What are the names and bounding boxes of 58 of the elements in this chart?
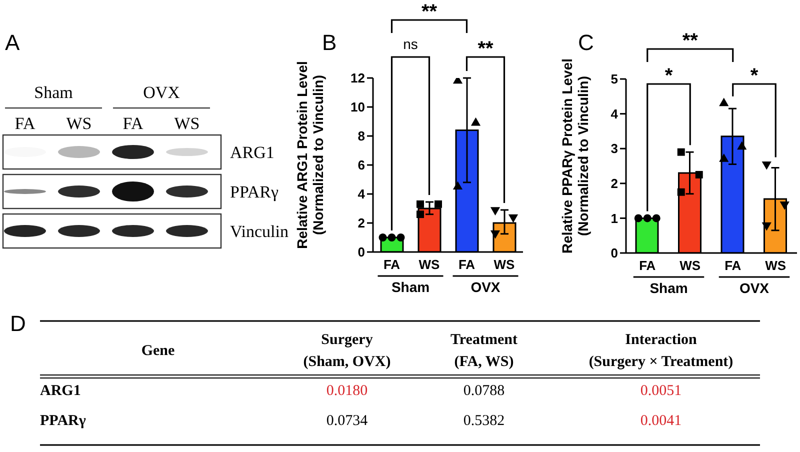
y-axis-title: Relative PPARγ Protein Level (Normalized to Vinculin) xyxy=(559,58,591,254)
y-tick-label: 2 xyxy=(358,216,365,231)
text: OVX xyxy=(143,83,180,102)
x-tick-label: WS xyxy=(680,258,701,274)
text: 0.0180 xyxy=(326,383,368,399)
category-label: WS xyxy=(66,114,92,133)
category-label: Vinculin xyxy=(230,222,288,241)
text: A xyxy=(5,30,20,55)
category-label: Treatment (FA, WS) xyxy=(450,332,518,370)
y-tick-label: 10 xyxy=(350,100,365,115)
text: ** xyxy=(478,38,494,60)
x-tick-label: FA xyxy=(639,258,656,274)
y-tick-label: 1 xyxy=(610,210,618,226)
y-tick-label: 5 xyxy=(610,72,618,87)
category-label: PPARγ xyxy=(230,182,278,202)
y-tick-label: 12 xyxy=(350,70,365,86)
text: ** xyxy=(421,1,438,23)
y-axis-title: Relative ARG1 Protein Level (Normalized to Vinculin) xyxy=(294,61,326,249)
text: OVX xyxy=(470,279,501,295)
text: Sham xyxy=(34,83,73,102)
text: Sham xyxy=(650,280,688,296)
x-tick-label: FA xyxy=(458,257,476,272)
text: 0.0051 xyxy=(640,383,682,399)
text: D xyxy=(10,311,26,336)
y-tick-label: 4 xyxy=(358,186,366,202)
x-tick-label: WS xyxy=(765,258,786,274)
text: 0.5382 xyxy=(463,413,505,429)
chart-title: C xyxy=(578,30,594,55)
text: OVX xyxy=(739,280,770,296)
y-tick-label: 0 xyxy=(358,244,365,260)
x-tick-label: FA xyxy=(724,258,742,274)
chart-title: B xyxy=(322,30,337,55)
text: Gene xyxy=(141,343,176,359)
category-label: Surgery (Sham, OVX) xyxy=(303,332,391,370)
category-label: ARG1 xyxy=(40,383,81,399)
category-label: ARG1 xyxy=(230,143,274,162)
category-label: FA xyxy=(122,114,144,133)
y-tick-label: 2 xyxy=(610,176,618,192)
annotation: * xyxy=(750,65,758,87)
category-label: WS xyxy=(174,114,200,133)
x-tick-label: WS xyxy=(494,257,516,272)
text: ns xyxy=(403,36,418,52)
y-tick-label: 0 xyxy=(610,246,618,261)
y-tick-label: 8 xyxy=(358,128,365,144)
y-tick-label: 3 xyxy=(610,141,618,156)
x-tick-label: FA xyxy=(383,257,401,272)
category-label: FA xyxy=(14,114,36,133)
category-label: PPARγ xyxy=(40,413,86,429)
annotation: * xyxy=(664,65,673,87)
text: 0.0041 xyxy=(640,413,682,429)
text: 0.0734 xyxy=(326,413,368,429)
text: 0.0788 xyxy=(463,383,505,399)
x-tick-label: WS xyxy=(418,257,440,272)
y-tick-label: 4 xyxy=(610,106,619,122)
text: ** xyxy=(682,30,698,52)
text: Sham xyxy=(391,279,430,295)
y-tick-label: 6 xyxy=(358,158,365,173)
category-label: Interaction (Surgery × Treatment) xyxy=(588,332,734,370)
